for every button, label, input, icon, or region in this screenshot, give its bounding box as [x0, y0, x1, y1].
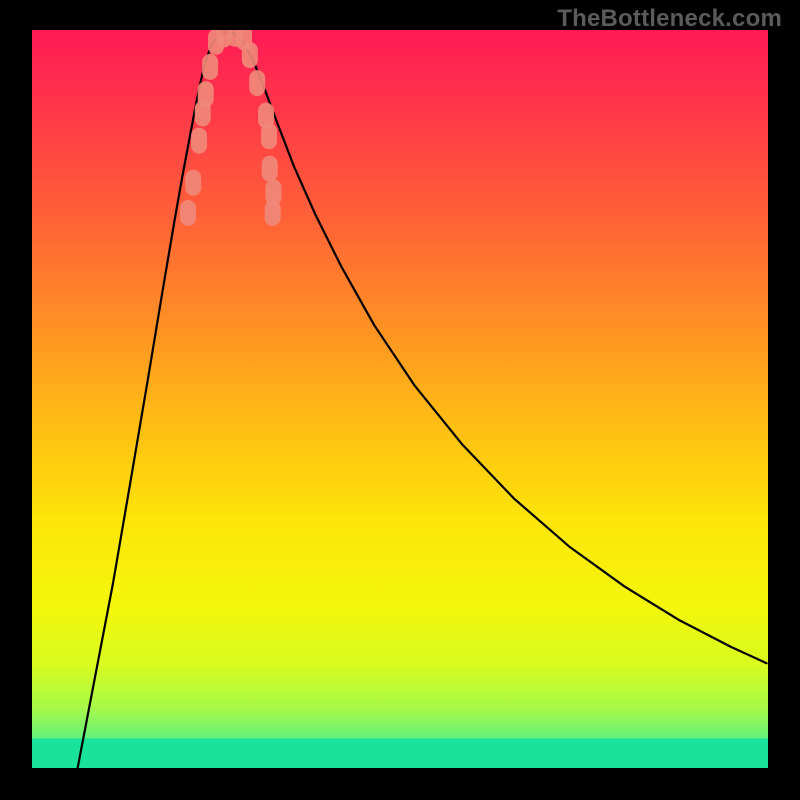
watermark-text: TheBottleneck.com [557, 5, 782, 33]
data-marker [202, 54, 218, 80]
chart-plot-area [32, 30, 768, 768]
chart-frame: TheBottleneck.com [0, 0, 800, 800]
data-marker [261, 123, 277, 149]
data-marker [242, 42, 258, 68]
data-marker [180, 200, 196, 226]
data-marker [262, 156, 278, 182]
data-marker [191, 128, 207, 154]
chart-background [32, 30, 768, 768]
data-marker [185, 170, 201, 196]
data-marker [265, 200, 281, 226]
data-marker [249, 70, 265, 96]
data-marker [198, 81, 214, 107]
chart-floor-band [32, 738, 768, 768]
